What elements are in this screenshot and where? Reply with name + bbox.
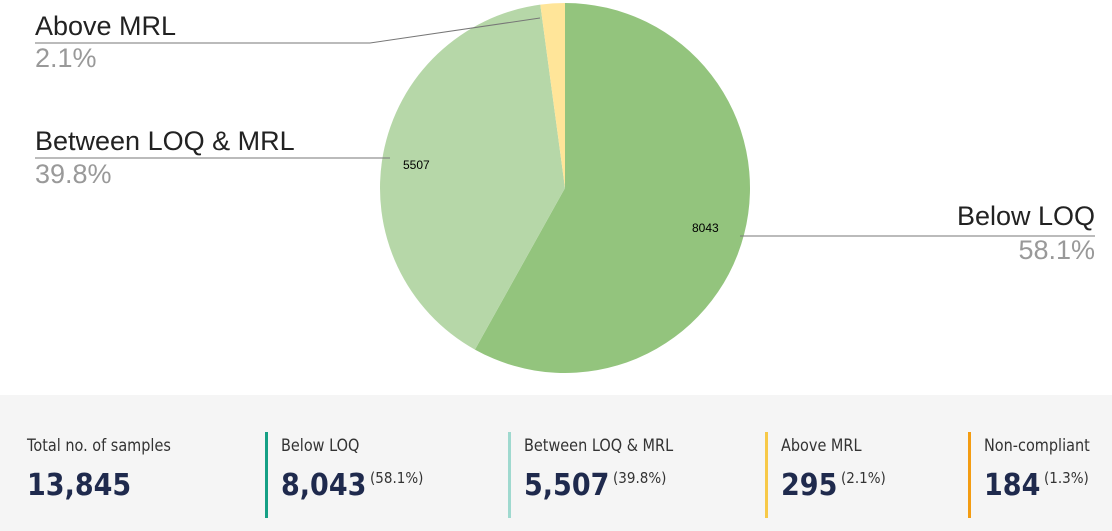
stat-bar (765, 432, 768, 518)
stat-bar (265, 432, 268, 518)
stat-number: 184 (984, 468, 1041, 503)
stat-bar (968, 432, 971, 518)
chart: Above MRL 2.1% Between LOQ & MRL 39.8% B… (35, 3, 1095, 373)
stat-percent: (2.1%) (840, 469, 886, 487)
stat-number: 8,043 (281, 468, 367, 503)
stat-item: Above MRL 295 (2.1%) (765, 432, 897, 518)
stat-item: Non-compliant 184 (1.3%) (968, 432, 1108, 518)
slice-name: Between LOQ & MRL (35, 126, 295, 156)
stats-bar: Total no. of samples 13,845 Below LOQ 8,043… (0, 395, 1112, 531)
slice-value: 8043 (692, 221, 719, 235)
slice-name: Below LOQ (957, 201, 1095, 231)
stat-item: Below LOQ 8,043 (58.1%) (265, 432, 439, 518)
stat-label: Below LOQ (281, 436, 360, 456)
stat-label: Non-compliant (984, 436, 1090, 456)
slice (540, 3, 565, 188)
slice (474, 3, 750, 373)
stat-number: 13,845 (27, 468, 132, 503)
stat-label: Between LOQ & MRL (524, 436, 674, 456)
slice-name: Above MRL (35, 11, 176, 41)
stat-number: 5,507 (524, 468, 610, 503)
stat-item: Between LOQ & MRL 5,507 (39.8%) (508, 432, 699, 518)
stat-bar (508, 432, 511, 518)
stat-item: Total no. of samples 13,845 (27, 432, 196, 518)
stat-label: Above MRL (781, 436, 862, 456)
stat-value: 295 (2.1%) (781, 468, 886, 503)
slice-percent: 39.8% (35, 159, 112, 189)
stat-percent: (58.1%) (370, 469, 424, 487)
stat-percent: (39.8%) (613, 469, 667, 487)
slice-value: 5507 (403, 158, 430, 172)
stat-percent: (1.3%) (1043, 469, 1089, 487)
stat-number: 295 (781, 468, 838, 503)
stat-label: Total no. of samples (27, 436, 171, 456)
stat-value: 5,507 (39.8%) (524, 468, 682, 503)
stat-value: 8,043 (58.1%) (281, 468, 423, 503)
leader-line (35, 17, 541, 44)
pie (379, 3, 750, 373)
stat-value: 184 (1.3%) (984, 468, 1096, 503)
slice-percent: 58.1% (1018, 235, 1095, 265)
stat-value: 13,845 (27, 468, 179, 503)
slice (379, 4, 565, 350)
slice-percent: 2.1% (35, 43, 97, 73)
